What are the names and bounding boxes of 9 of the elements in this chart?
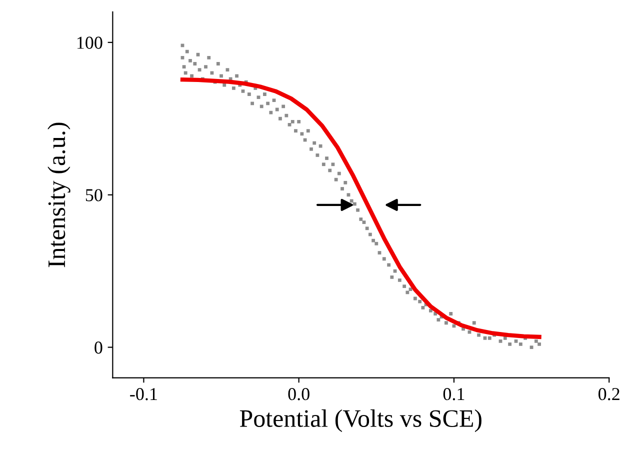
y-axis-title: Intensity (a.u.) — [48, 122, 70, 268]
x-tick-label: 0.1 — [443, 388, 464, 400]
x-axis-title: Potential (Volts vs SCE) — [240, 409, 482, 432]
x-tick-label: 0.0 — [288, 388, 310, 400]
x-tick-label: -0.1 — [130, 388, 157, 400]
y-tick-label: 100 — [77, 36, 102, 49]
x-tick-label: 0.2 — [598, 388, 620, 400]
y-tick-label: 50 — [86, 189, 102, 202]
y-tick-label: 0 — [94, 342, 102, 354]
